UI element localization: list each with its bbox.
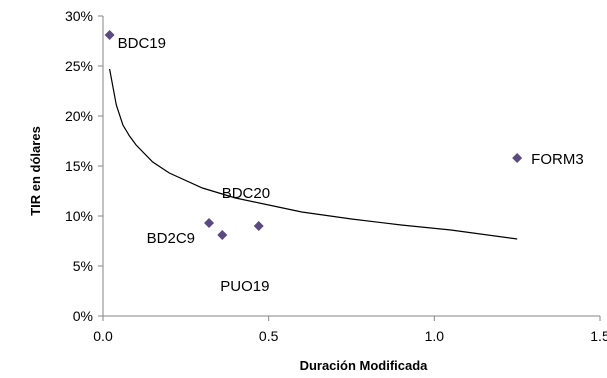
point-label-bdc19: BDC19 [118, 35, 166, 52]
x-axis-ticks: 0.0 0.5 1.0 1.5 [93, 316, 607, 344]
data-point-bd2c9 [204, 218, 215, 228]
x-axis-title: Duración Modificada [300, 358, 429, 373]
point-label-puo19: PUO19 [220, 278, 269, 295]
y-tick-label: 20% [65, 108, 93, 124]
y-tick-label: 5% [73, 258, 93, 274]
y-tick-label: 15% [65, 158, 93, 174]
data-point-puo19 [217, 230, 228, 240]
y-tick-label: 30% [65, 8, 93, 24]
trendline [109, 68, 518, 240]
data-point-bdc20 [253, 221, 264, 231]
data-point-bdc19 [104, 30, 115, 40]
x-tick-label: 0.5 [259, 328, 279, 344]
point-label-bd2c9: BD2C9 [147, 230, 195, 247]
point-label-bdc20: BDC20 [222, 185, 270, 202]
x-tick-label: 0.0 [93, 328, 113, 344]
y-axis-ticks: 0% 5% 10% 15% 20% 25% 30% [65, 8, 103, 324]
y-tick-label: 10% [65, 208, 93, 224]
y-tick-label: 0% [73, 308, 93, 324]
data-points [104, 30, 523, 240]
point-label-form3: FORM3 [531, 151, 584, 168]
y-tick-label: 25% [65, 58, 93, 74]
axes [102, 16, 600, 317]
y-axis-title: TIR en dólares [28, 126, 43, 216]
point-labels: BDC19 BD2C9 PUO19 BDC20 FORM3 [118, 35, 584, 295]
x-tick-label: 1.5 [590, 328, 607, 344]
data-point-form3 [512, 153, 523, 163]
x-tick-label: 1.0 [425, 328, 445, 344]
